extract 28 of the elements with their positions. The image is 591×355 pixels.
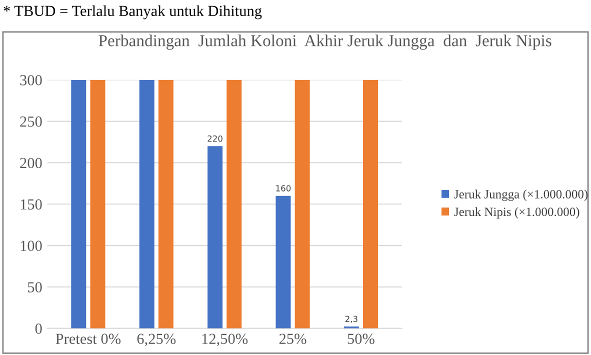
- bar: [294, 80, 310, 328]
- bar: [226, 80, 242, 328]
- y-tick-label: 200: [20, 158, 42, 168]
- bar: [363, 80, 378, 328]
- bar: [276, 196, 291, 328]
- bar: [90, 80, 106, 328]
- text: * TBUD = Terlalu Banyak untuk Dihitung: [4, 5, 262, 20]
- y-tick-label: 300: [20, 75, 42, 86]
- x-tick-label: Pretest 0%: [56, 334, 121, 344]
- x-tick-label: 50%: [348, 334, 374, 344]
- bar: [208, 146, 223, 328]
- bar: [158, 80, 174, 328]
- bar: [71, 80, 86, 328]
- data-label: 2,3: [345, 316, 358, 323]
- y-tick-label: 50: [28, 282, 42, 292]
- bar: [139, 80, 154, 328]
- x-tick-label: 25%: [279, 334, 306, 344]
- chart-title: Perbandingan Jumlah Koloni Akhir Jeruk Jungga dan Jeruk Nipis: [98, 34, 552, 50]
- x-tick-label: 12,50%: [202, 334, 248, 346]
- y-tick-label: 250: [20, 116, 42, 127]
- legend-label: Jeruk Nipis (×1.000.000): [454, 207, 580, 219]
- x-tick-label: 6,25%: [137, 334, 176, 346]
- data-label: 160: [276, 185, 291, 192]
- data-label: 220: [208, 135, 222, 142]
- y-tick-label: 100: [20, 240, 42, 251]
- y-tick-label: 0: [35, 324, 42, 334]
- legend-label: Jeruk Jungga (×1.000.000): [454, 190, 588, 202]
- y-tick-label: 150: [20, 199, 42, 210]
